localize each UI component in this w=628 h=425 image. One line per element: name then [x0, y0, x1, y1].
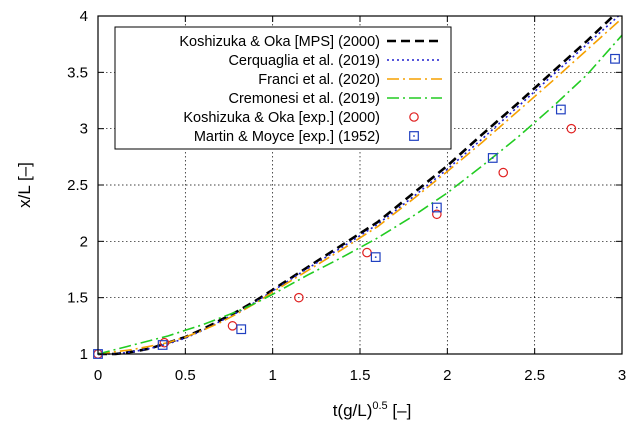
y-tick-label: 2 — [80, 233, 88, 250]
legend-label: Koshizuka & Oka [MPS] (2000) — [179, 34, 380, 50]
series-line-3 — [97, 34, 623, 355]
legend-label: Cremonesi et al. (2019) — [228, 91, 380, 107]
y-tick-label: 1.5 — [67, 290, 88, 307]
legend-label: Cerquaglia et al. (2019) — [228, 53, 380, 69]
x-tick-label: 1.5 — [350, 367, 371, 384]
y-axis-label: x/L [–] — [15, 162, 34, 208]
data-point-4 — [159, 337, 170, 348]
x-axis-label-base: t(g/L) — [333, 401, 373, 420]
legend: Koshizuka & Oka [MPS] (2000) Cerquaglia e… — [114, 26, 452, 150]
data-point-5 — [555, 104, 566, 115]
data-point-5 — [431, 202, 442, 213]
x-axis-label-exponent: 0.5 — [372, 400, 387, 412]
legend-marker — [409, 131, 419, 141]
data-point-4 — [362, 247, 372, 258]
data-point-4 — [566, 123, 577, 134]
x-tick-label: 0 — [94, 367, 102, 384]
y-tick-label: 3 — [80, 121, 88, 138]
y-tick-label: 3.5 — [67, 64, 88, 81]
x-tick-label: 2.5 — [524, 367, 545, 384]
y-tick-label: 4 — [80, 8, 88, 25]
legend-label: Franci et al. (2020) — [258, 72, 380, 88]
data-point-4 — [498, 167, 509, 178]
ticks: 0 0.5 1 1.5 2 2.5 3 1 1.5 2 2.5 3 3.5 4 — [67, 8, 626, 384]
data-point-4 — [227, 321, 238, 331]
y-tick-label: 1 — [80, 346, 88, 363]
x-axis-label-unit: [–] — [388, 401, 412, 420]
y-tick-label: 2.5 — [67, 177, 88, 194]
legend-label: Martin & Moyce [exp.] (1952) — [194, 129, 380, 145]
x-axis-label: t(g/L)0.5 [–] — [333, 400, 412, 420]
x-tick-label: 2 — [443, 367, 451, 384]
data-point-4 — [432, 209, 442, 220]
legend-box — [114, 26, 452, 150]
series-line-2 — [97, 17, 623, 355]
legend-marker — [409, 112, 419, 122]
series-layer — [93, 15, 623, 359]
data-point-5 — [610, 53, 620, 64]
x-tick-label: 0.5 — [175, 367, 196, 384]
data-point-5 — [370, 252, 381, 263]
x-tick-label: 3 — [618, 367, 626, 384]
data-point-5 — [236, 324, 247, 335]
data-point-5 — [487, 153, 498, 163]
data-point-5 — [157, 340, 168, 350]
data-point-4 — [294, 292, 304, 303]
x-tick-label: 1 — [268, 367, 276, 384]
series-line-0 — [98, 15, 615, 356]
legend-label: Koshizuka & Oka [exp.] (2000) — [183, 110, 380, 126]
